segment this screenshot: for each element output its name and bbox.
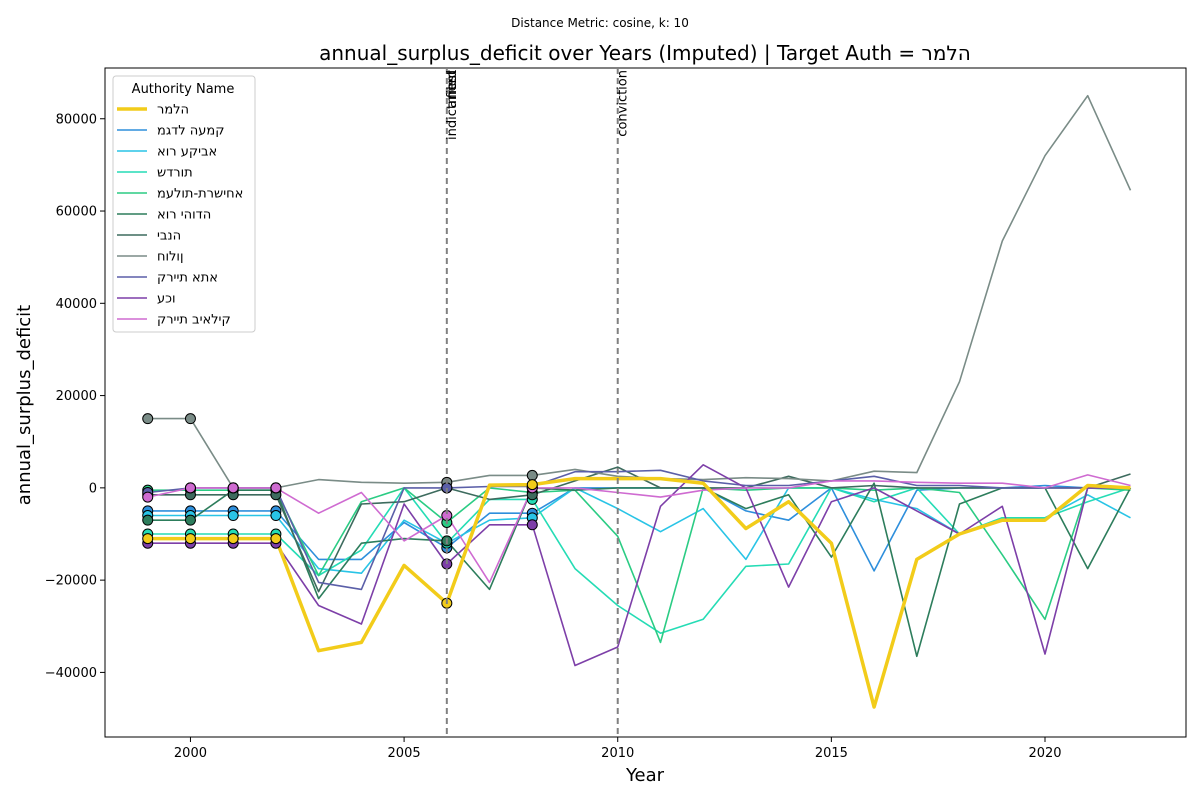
series-line-4	[147, 487, 1131, 644]
legend-title: Authority Name	[132, 82, 235, 97]
imputed-point	[270, 482, 282, 494]
legend-entry-4: אחישרת-תולעמ	[157, 187, 243, 202]
imputed-point	[142, 413, 154, 425]
legend-entry-7: ןולוח	[157, 250, 184, 265]
y-tick-label: −40000	[45, 666, 97, 681]
series-line-3	[147, 487, 1131, 635]
imputed-point	[184, 514, 196, 526]
event-label: filed	[445, 70, 460, 98]
y-tick-label: 40000	[56, 297, 97, 312]
figure-suptitle: Distance Metric: cosine, k: 10	[511, 16, 689, 30]
series-line-7	[147, 94, 1132, 489]
legend-entry-10: קילאיב תיירק	[157, 313, 231, 328]
y-tick-label: 80000	[56, 112, 97, 127]
imputed-point	[142, 491, 154, 503]
imputed-point	[227, 510, 239, 522]
imputed-point	[142, 514, 154, 526]
legend-box	[112, 75, 256, 333]
y-axis-label: annual_surplus_deficit	[14, 305, 35, 505]
chart-title: annual_surplus_deficit over Years (Imput…	[319, 41, 971, 65]
imputed-point	[270, 510, 282, 522]
imputed-point	[526, 479, 538, 491]
x-tick-label: 2000	[174, 746, 207, 761]
x-tick-label: 2005	[388, 746, 421, 761]
legend-entry-3: תורדש	[157, 166, 193, 181]
legend-entry-8: אתא תיירק	[157, 271, 218, 286]
y-tick-label: 60000	[56, 205, 97, 220]
event-label: indictment	[445, 70, 460, 140]
y-tick-label: −20000	[45, 574, 97, 589]
axes-frame	[104, 67, 1187, 738]
x-tick-label: 2020	[1028, 746, 1061, 761]
imputed-point	[184, 533, 196, 545]
imputed-point	[270, 533, 282, 545]
event-label: arrest	[445, 70, 460, 108]
x-tick-label: 2015	[815, 746, 848, 761]
legend-entry-2: אביקע רוא	[157, 145, 217, 160]
imputed-point	[142, 533, 154, 545]
legend-entry-0: הלמר	[157, 103, 189, 118]
legend: Authority Name הלמר קמעה לדגמ אביקע רוא תור…	[112, 75, 256, 333]
series-line-8	[147, 469, 1131, 591]
series-line-9	[147, 463, 1131, 667]
series-line-0	[147, 476, 1131, 709]
y-tick-label: 0	[89, 481, 97, 496]
imputed-point	[526, 519, 538, 531]
series-line-5	[147, 482, 1132, 658]
legend-entry-6: הנבי	[157, 229, 181, 244]
imputed-point	[526, 469, 538, 481]
event-label: conviction	[616, 70, 631, 137]
imputed-point	[227, 482, 239, 494]
imputed-point	[184, 413, 196, 425]
x-axis-label: Year	[625, 765, 665, 786]
y-tick-label: 20000	[56, 389, 97, 404]
legend-entry-5: הדוהי רוא	[157, 208, 211, 223]
x-tick-label: 2010	[601, 746, 634, 761]
plot-area: 2000 2005 2010 2015 2020 −40000 −20000 0 20000 40…	[45, 67, 1187, 761]
series-line-10	[147, 474, 1131, 584]
imputed-point	[184, 482, 196, 494]
legend-entry-9: וכע	[157, 292, 176, 307]
imputed-point	[227, 533, 239, 545]
legend-entry-1: קמעה לדגמ	[157, 124, 225, 139]
